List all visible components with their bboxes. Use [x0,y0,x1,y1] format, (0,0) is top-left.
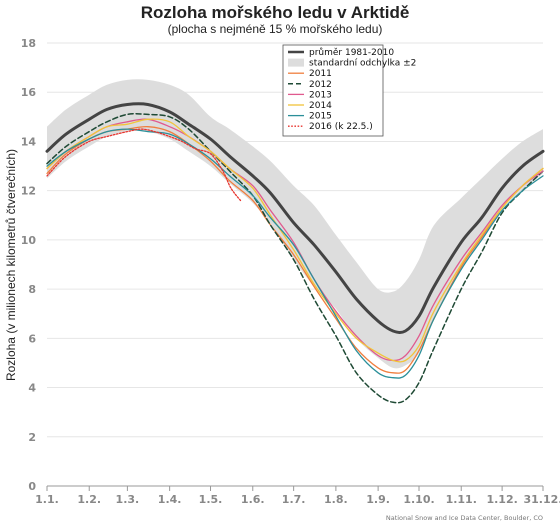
y-tick-label: 4 [28,382,36,395]
y-tick-label: 18 [21,37,36,50]
y-axis-label: Rozloha (v milionech kilometrů čtvereční… [4,149,18,381]
series-line-prmr [45,102,545,334]
axes: 0 2 4 6 8 10 12 14 16 18 1.1. 1.2. 1.3. 1.4. 1.5. 1.6. 1… [21,37,560,506]
legend-label: 2014 [309,101,332,111]
series-line-2015 [46,128,544,379]
x-tick-label: 1.7. [282,493,306,506]
legend-label: 2013 [309,90,332,100]
legend-label: 2012 [309,80,332,90]
legend-label: 2011 [309,69,332,79]
chart-title: Rozloha mořského ledu v Arktidě [141,3,410,22]
x-tick-label: 1.2. [77,493,101,506]
x-tick-label: 1.10. [403,493,434,506]
y-tick-label: 10 [21,234,37,247]
y-tick-label: 12 [21,185,36,198]
x-tick-label: 1.4. [158,493,182,506]
series-layer [45,102,545,404]
x-tick-label: 1.3. [116,493,140,506]
series-line-2014 [46,118,544,363]
x-tick-label: 1.11. [446,493,477,506]
x-tick-label: 31.12. [524,493,560,506]
x-tick-label: 1.5. [199,493,223,506]
legend-label: 2016 (k 22.5.) [309,122,373,132]
y-tick-label: 14 [21,135,37,148]
legend-swatch-band [288,58,304,67]
legend-label: standardní odchylka ±2 [309,59,416,69]
x-tick-label: 1.9. [366,493,390,506]
x-tick-label: 1.8. [324,493,348,506]
x-tick-label: 1.6. [241,493,265,506]
credit-text: National Snow and Ice Data Center, Bould… [386,514,543,522]
series-line-2012 [46,112,544,404]
y-tick-label: 8 [28,283,36,296]
x-tick-label: 1.1. [35,493,59,506]
y-tick-label: 6 [28,332,36,345]
legend-label: průměr 1981-2010 [309,47,394,58]
series-line-2016 [46,128,242,202]
y-tick-label: 0 [28,480,36,493]
x-tick-label: 1.12. [486,493,517,506]
legend-label: 2015 [309,112,332,122]
y-tick-label: 16 [21,86,37,99]
chart-subtitle: (plocha s nejméně 15 % mořského ledu) [168,22,383,36]
y-tick-label: 2 [28,431,36,444]
